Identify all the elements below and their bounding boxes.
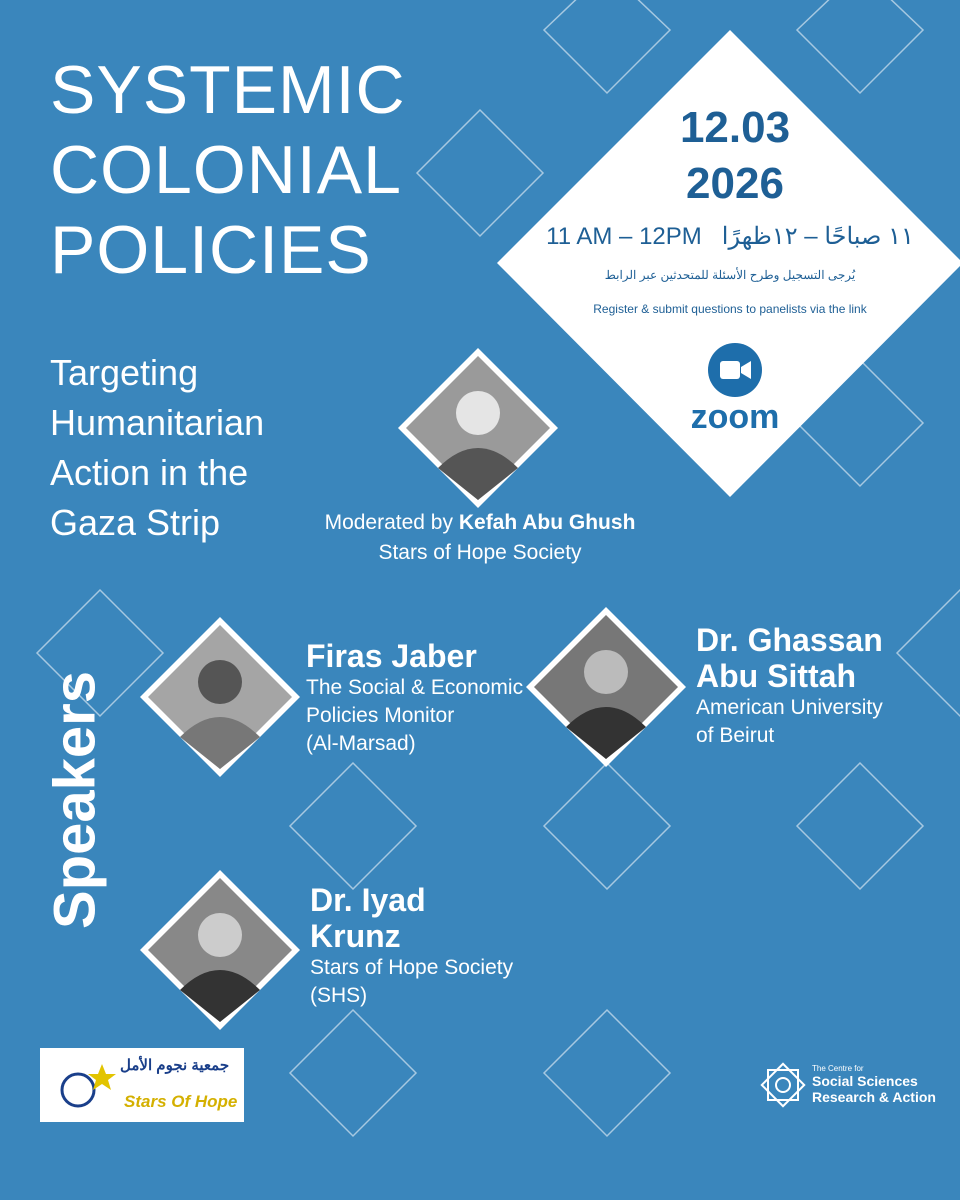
speaker-affiliation: (SHS): [310, 984, 368, 1007]
speaker-name: Dr. Ghassan: [696, 622, 883, 658]
time-arabic: ١١ صباحًا – ١٢ظهرًا: [721, 223, 914, 250]
speaker-affiliation: Stars of Hope Society: [310, 956, 514, 979]
speaker-affiliation: Policies Monitor: [306, 704, 455, 727]
subtitle-line: Action in the: [50, 452, 249, 493]
centre-line: Social Sciences: [812, 1073, 918, 1089]
moderator: Moderated by Kefah Abu Ghush Stars of Ho…: [300, 508, 660, 568]
zoom-camera-lens: [741, 361, 751, 379]
stars-of-hope-logo: جمعية نجوم الأمل Stars Of Hope: [40, 1048, 244, 1122]
title-line: COLONIAL: [50, 132, 402, 208]
subtitle-line: Gaza Strip: [50, 502, 221, 543]
title-line: SYSTEMIC: [50, 52, 406, 128]
speaker-name: Dr. Iyad: [310, 882, 426, 918]
date-year: 2026: [686, 159, 784, 208]
subtitle: Targeting Humanitarian Action in the Gaz…: [50, 348, 264, 548]
speaker-name: Firas Jaber: [306, 638, 477, 674]
subtitle-line: Humanitarian: [50, 402, 265, 443]
logo-english: Stars Of Hope: [124, 1092, 238, 1111]
date: 12.03 2026: [600, 100, 870, 212]
logo-icon: [60, 1064, 116, 1108]
speaker-affiliation: (Al-Marsad): [306, 732, 416, 755]
register: Register & submit questions to panelists…: [593, 302, 867, 316]
title: SYSTEMIC COLONIAL POLICIES: [50, 50, 406, 290]
bg-diamonds: [35, 0, 960, 1138]
centre-line: Research & Action: [812, 1089, 936, 1105]
time-english: 11 AM – 12PM: [546, 223, 702, 250]
centre-logo: The Centre for Social Sciences Research …: [812, 1064, 936, 1105]
zoom-camera: [720, 361, 740, 379]
speaker: Dr. Iyad Krunz Stars of Hope Society (SH…: [310, 882, 513, 1010]
speakers-label: Speakers: [42, 671, 108, 929]
info-diamond: [497, 30, 960, 497]
speaker-affiliation: of Beirut: [696, 724, 775, 747]
subtitle-line: Targeting: [50, 352, 199, 393]
centre-icon: [760, 1062, 806, 1108]
speaker-name: Krunz: [310, 918, 401, 954]
centre-line: The Centre for: [812, 1064, 864, 1073]
time: 11 AM – 12PM ١١ صباحًا – ١٢ظهرًا: [540, 222, 920, 251]
photo-moderator: [398, 348, 558, 508]
photo-ghassan: [526, 607, 686, 767]
title-line: POLICIES: [50, 212, 372, 288]
date-day: 12.03: [679, 103, 791, 152]
register-arabic: يُرجى التسجيل وطرح الأسئلة للمتحدثين عبر…: [604, 268, 856, 282]
speaker-name: Abu Sittah: [696, 658, 856, 694]
speaker: Dr. Ghassan Abu Sittah American Universi…: [696, 622, 883, 750]
speaker: Firas Jaber The Social & Economic Polici…: [306, 638, 523, 758]
moderator-affiliation: Stars of Hope Society: [378, 541, 582, 564]
speaker-affiliation: The Social & Economic: [306, 676, 524, 699]
speaker-affiliation: American University: [696, 696, 883, 719]
logo-arabic: جمعية نجوم الأمل: [120, 1057, 230, 1074]
moderator-name: Kefah Abu Ghush: [458, 511, 636, 534]
photos: [140, 348, 686, 1030]
moderator-prefix: Moderated by: [324, 511, 453, 534]
photo-iyad: [140, 870, 300, 1030]
zoom-logo: zoom: [690, 398, 780, 436]
photo-firas: [140, 617, 300, 777]
